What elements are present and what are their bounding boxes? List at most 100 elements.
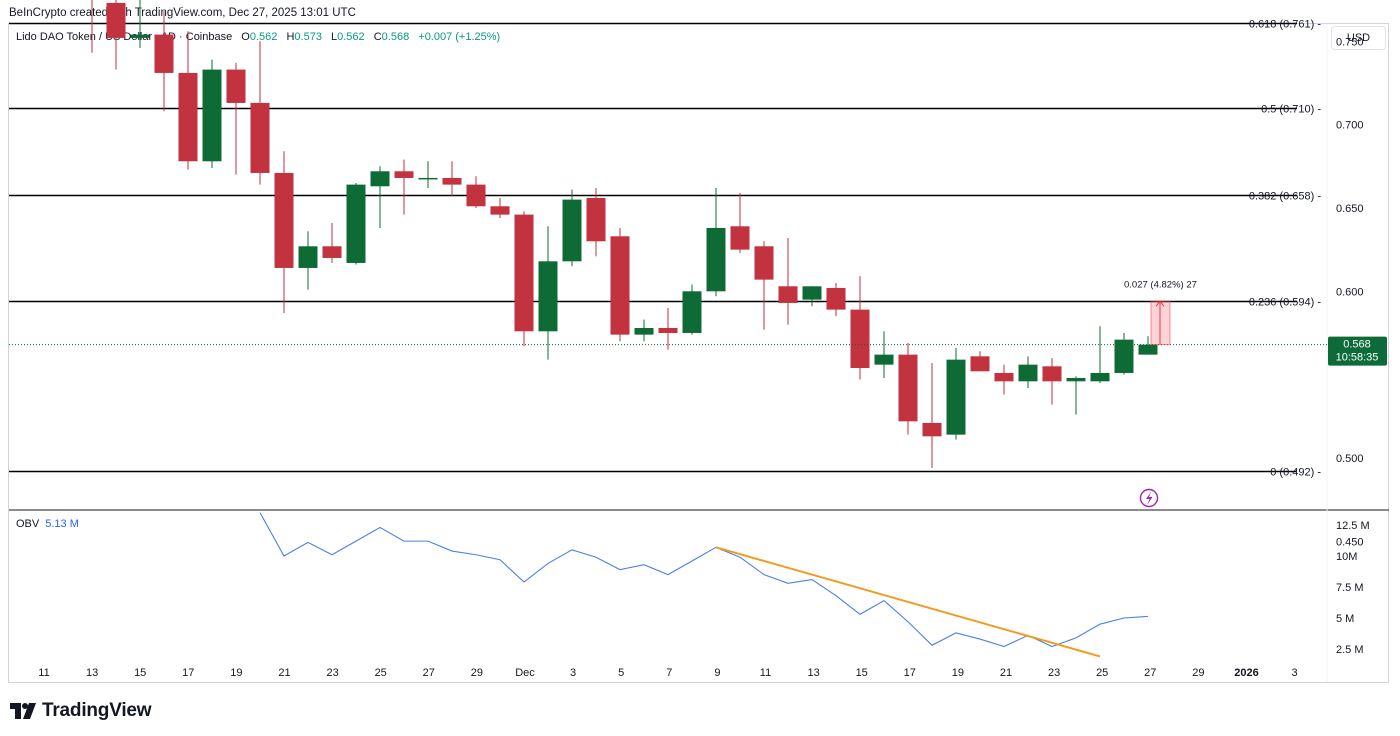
x-tick-label: 25 [375, 667, 387, 679]
x-tick-label: 17 [904, 667, 916, 679]
candle-down [178, 72, 198, 162]
x-tick-label: 9 [714, 667, 720, 679]
obv-tick-label: 12.5 M [1336, 520, 1370, 532]
price-tick-label: 0.500 [1336, 453, 1364, 465]
candle-up [1138, 344, 1158, 355]
candle-down [514, 214, 534, 332]
x-tick-label: 13 [807, 667, 819, 679]
tradingview-logo-icon [10, 703, 36, 719]
x-tick-label: 3 [1292, 667, 1298, 679]
tradingview-logo-text: TradingView [42, 700, 152, 721]
change-value: +0.007 (+1.25%) [418, 31, 501, 43]
candle-up [130, 34, 150, 38]
candle-up [802, 286, 822, 300]
obv-legend: OBV 5.13 M [16, 518, 79, 530]
candle-up [1066, 377, 1086, 382]
candle-down [610, 236, 630, 335]
lightning-glyph [1146, 492, 1153, 505]
x-tick-label: 3 [570, 667, 576, 679]
candle-down [586, 197, 606, 242]
candle-up [1018, 364, 1038, 382]
x-tick-label: 23 [1048, 667, 1060, 679]
fib-level-label: 0.382 (0.658) - [1249, 191, 1321, 203]
candle-down [490, 206, 510, 215]
high-label: H [286, 31, 295, 43]
candle-up [346, 184, 366, 263]
fib-level-label: 0 (0.492) - [1270, 467, 1321, 479]
x-tick-label: 19 [952, 667, 964, 679]
measure-label: 0.027 (4.82%) 27 [1124, 279, 1197, 290]
candle-down [730, 226, 750, 250]
currency-button[interactable]: USD [1331, 26, 1386, 50]
price-tick-label: 0.600 [1336, 286, 1364, 298]
x-tick-label: 19 [230, 667, 242, 679]
open-value: 0.562 [249, 31, 278, 43]
candle-down [274, 172, 294, 268]
candle-up [706, 227, 726, 292]
candle-down [442, 177, 462, 185]
low-label: L [331, 31, 338, 43]
candle-up [1114, 339, 1134, 373]
x-tick-label: 29 [471, 667, 483, 679]
obv-tick-label: 7.5 M [1336, 582, 1364, 594]
x-tick-label: 25 [1096, 667, 1108, 679]
x-tick-label: Dec [515, 667, 535, 679]
x-tick-label: 2026 [1234, 667, 1258, 679]
x-tick-label: 21 [278, 667, 290, 679]
close-value: 0.568 [381, 31, 410, 43]
candle-down [1042, 366, 1062, 382]
obv-label: OBV [16, 518, 40, 530]
fib-level-label: 0.618 (0.761) - [1249, 19, 1321, 31]
candle-up [202, 69, 222, 162]
obv-tick-label: 5 M [1336, 613, 1354, 625]
x-tick-label: 13 [86, 667, 98, 679]
candle-up [298, 246, 318, 268]
candle-down [970, 356, 990, 372]
x-tick-label: 11 [38, 667, 49, 679]
candle-up [1090, 372, 1110, 382]
candle-down [250, 102, 270, 173]
candle-up [946, 359, 966, 435]
x-tick-label: 11 [760, 667, 771, 679]
high-value: 0.573 [294, 31, 322, 43]
obv-tick-label: 2.5 M [1336, 644, 1364, 656]
candle-down [226, 69, 246, 103]
x-tick-label: 27 [423, 667, 435, 679]
candle-down [658, 327, 678, 333]
last-price-value: 0.568 [1343, 339, 1371, 351]
candle-down [322, 246, 342, 258]
candle-up [418, 177, 438, 180]
candle-down [466, 184, 486, 207]
candle-down [778, 286, 798, 303]
candle-up [874, 354, 894, 365]
x-tick-label: 7 [666, 667, 672, 679]
x-tick-label: 17 [182, 667, 194, 679]
price-tick-label: 0.450 [1336, 536, 1364, 548]
fib-level-label: 0.236 (0.594) - [1249, 297, 1321, 309]
obv-line [259, 512, 1149, 648]
obv-trendline [715, 546, 1101, 658]
candle-down [994, 372, 1014, 382]
open-label: O [241, 31, 250, 43]
candle-up [682, 291, 702, 333]
x-tick-label: 5 [618, 667, 624, 679]
x-tick-label: 23 [326, 667, 338, 679]
candle-down [754, 246, 774, 280]
x-tick-label: 27 [1144, 667, 1156, 679]
obv-tick-label: 10M [1336, 551, 1357, 563]
price-tick-label: 0.700 [1336, 120, 1364, 132]
countdown-value: 10:58:35 [1336, 352, 1379, 364]
x-tick-label: 21 [1000, 667, 1012, 679]
candle-up [538, 261, 558, 332]
x-tick-label: 15 [134, 667, 146, 679]
tradingview-logo[interactable]: TradingView [10, 700, 152, 722]
candle-down [394, 171, 414, 178]
chart-credit: BeInCrypto created with TradingView.com,… [9, 7, 356, 19]
close-label: C [373, 31, 382, 43]
candle-down [922, 422, 942, 437]
obv-value: 5.13 M [45, 518, 79, 530]
candle-up [634, 327, 654, 335]
fib-level-label: 0.5 (0.710) - [1261, 104, 1321, 116]
